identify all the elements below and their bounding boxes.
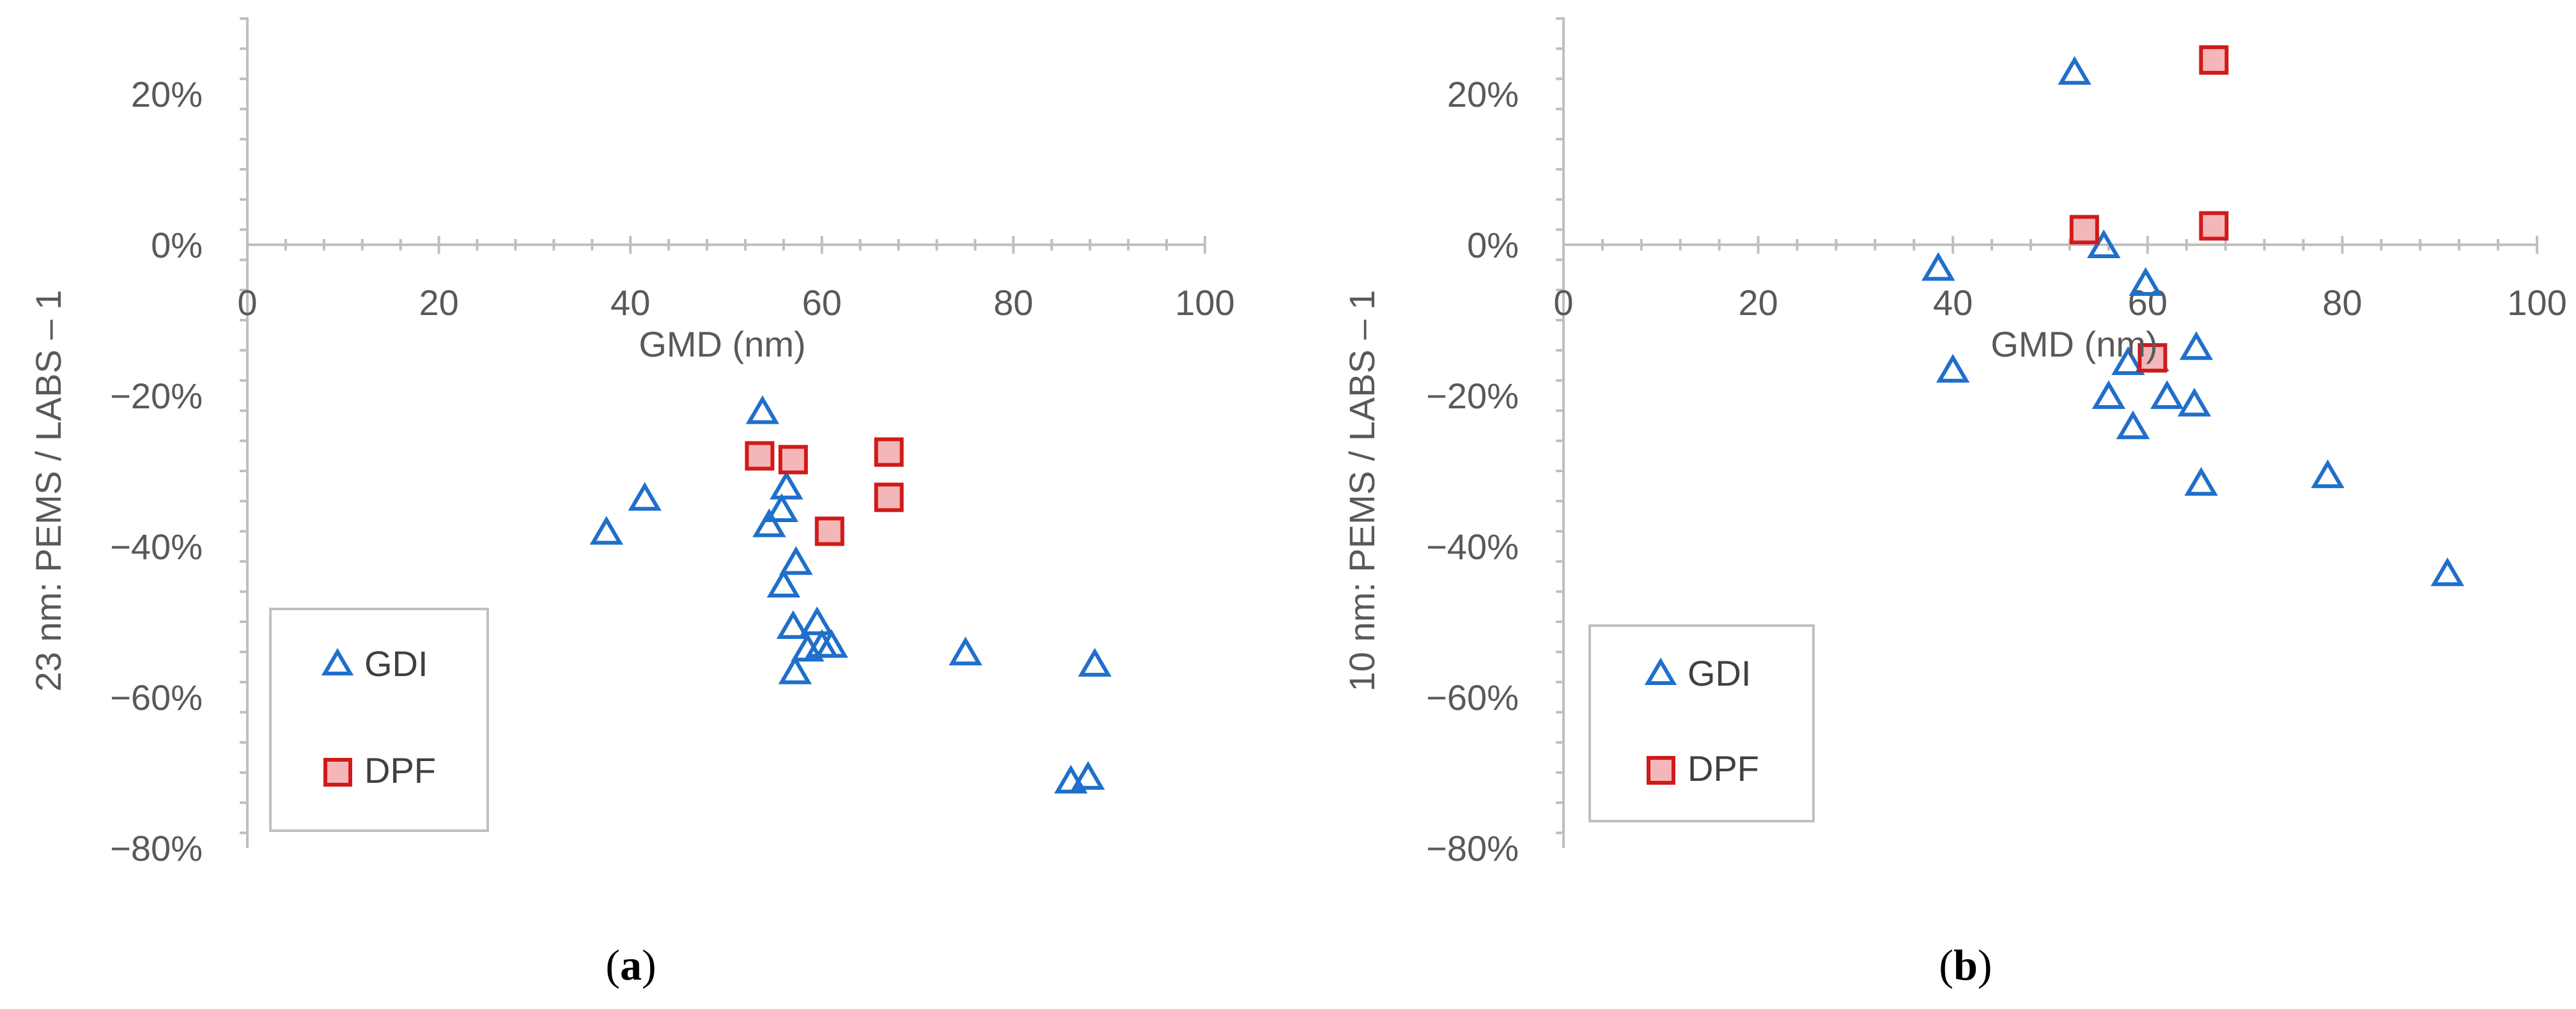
chart-b-gdi-point	[1921, 252, 1955, 281]
chart-a-y-tick-label: 20%	[131, 74, 203, 114]
chart-a-gdi-point	[628, 482, 662, 511]
chart-a-y-tick-label: −60%	[110, 677, 203, 718]
chart-a-gdi-point	[766, 569, 801, 597]
chart-a-gdi-point	[745, 395, 780, 424]
chart-b-x-tick-label: 40	[1933, 282, 1973, 323]
chart-a-gdi-point	[800, 606, 834, 635]
chart-panel-b: 20%0%−20%−40%−60%−80%0 20 40 60 80 100 GMD (n…	[1342, 17, 2567, 989]
chart-a-gdi-point	[752, 508, 786, 537]
chart-b-legend-dpf-label: DPF	[1688, 748, 1759, 789]
chart-a-marks	[589, 395, 1112, 794]
chart-panel-a: 20% 0% −20% −40% −60% −80% 0 20 40 60 80 100 GMD (n…	[28, 17, 1235, 989]
panel-a-caption-letter: a	[620, 941, 642, 989]
chart-a-x-axis-title: GMD (nm)	[639, 324, 805, 364]
chart-b-dpf-point	[2138, 343, 2168, 373]
chart-a-dpf-point	[778, 445, 808, 475]
chart-a-gdi-point	[589, 516, 623, 545]
chart-a-y-tick-label: −80%	[110, 828, 203, 868]
chart-b-y-tick-label: 20%	[1447, 74, 1519, 114]
chart-b-legend-gdi-label: GDI	[1688, 653, 1751, 693]
chart-b-gdi-point	[2116, 410, 2150, 440]
chart-b-x-axis-title: GMD (nm)	[1990, 324, 2157, 364]
chart-a-gdi-point	[778, 655, 812, 684]
chart-a-x-tick-label: 100	[1175, 282, 1234, 323]
legend-triangle-icon	[1644, 658, 1677, 685]
panel-b-caption: (b)	[1939, 941, 1992, 989]
chart-b-axes: 20%0%−20%−40%−60%−80%0 20 40 60 80 100	[1426, 17, 2567, 868]
chart-a-x-tick-label: 0	[237, 282, 257, 323]
legend-square-icon	[323, 758, 352, 787]
chart-b-y-tick-label: −40%	[1426, 527, 1519, 567]
chart-b-legend: GDI DPF	[1588, 624, 1815, 822]
chart-a-gdi-point	[779, 546, 813, 575]
chart-b-gdi-point	[2177, 387, 2212, 417]
chart-b-x-tick-label: 0	[1553, 282, 1573, 323]
chart-a-y-tick-label: −40%	[110, 527, 203, 567]
chart-b-gdi-point	[2430, 557, 2465, 587]
chart-b-y-tick-label: −60%	[1426, 677, 1519, 718]
chart-b-gdi-point	[2184, 466, 2218, 496]
chart-b-x-tick-label: 20	[1738, 282, 1778, 323]
chart-a-dpf-point	[814, 516, 844, 546]
chart-a-gdi-point	[770, 470, 803, 500]
chart-a-dpf-point	[874, 437, 904, 467]
chart-b-gdi-point	[2311, 459, 2345, 488]
chart-a-x-tick-label: 20	[419, 282, 458, 323]
chart-a-legend-dpf-label: DPF	[364, 750, 436, 790]
chart-b-dpf-point	[2069, 215, 2099, 245]
chart-a-gdi-point	[949, 636, 982, 666]
chart-a-legend-box	[269, 608, 489, 832]
chart-b-gdi-point	[2150, 380, 2184, 409]
panel-b-caption-letter: b	[1953, 941, 1978, 989]
chart-b-gdi-point	[2179, 331, 2214, 360]
chart-a-y-axis-title: 23 nm: PEMS / LABS – 1	[28, 290, 68, 692]
chart-a-y-tick-label: 0%	[151, 225, 203, 265]
chart-a-gdi-point	[1078, 647, 1112, 677]
chart-b-gdi-point	[2058, 56, 2091, 85]
chart-b-gdi-point	[2091, 380, 2126, 409]
chart-a-gdi-point	[776, 610, 811, 639]
chart-a-dpf-point	[745, 441, 775, 471]
chart-a-axes: 20% 0% −20% −40% −60% −80% 0 20 40 60 80 100	[110, 17, 1235, 868]
chart-b-y-tick-label: −80%	[1426, 828, 1519, 868]
chart-b-marks	[1921, 45, 2465, 587]
chart-a-gdi-point	[1071, 760, 1105, 790]
chart-a-legend-gdi-label: GDI	[364, 643, 428, 684]
legend-triangle-icon	[321, 648, 354, 675]
chart-a-x-tick-label: 60	[802, 282, 842, 323]
chart-b-y-tick-label: −20%	[1426, 376, 1519, 416]
chart-a-x-tick-label: 40	[610, 282, 650, 323]
chart-a-x-tick-label: 80	[993, 282, 1033, 323]
chart-b-legend-box	[1588, 624, 1815, 822]
chart-b-x-tick-label: 80	[2322, 282, 2362, 323]
legend-square-icon	[1647, 756, 1675, 785]
chart-b-dpf-point	[2199, 211, 2229, 241]
chart-a-gdi-point	[814, 629, 849, 658]
chart-b-y-axis-title: 10 nm: PEMS / LABS – 1	[1342, 290, 1382, 692]
chart-a-legend: GDI DPF	[269, 608, 489, 832]
chart-a-y-tick-label: −20%	[110, 376, 203, 416]
chart-b-gdi-point	[1936, 353, 1970, 383]
chart-a-dpf-point	[874, 482, 904, 512]
chart-b-y-tick-label: 0%	[1467, 225, 1519, 265]
chart-b-x-tick-label: 100	[2507, 282, 2566, 323]
chart-b-gdi-point	[2129, 267, 2162, 296]
chart-a-gdi-point	[764, 493, 799, 522]
chart-b-gdi-point	[2111, 346, 2145, 375]
chart-b-gdi-point	[2087, 229, 2121, 258]
panel-a-caption: (a)	[605, 941, 656, 989]
chart-b-dpf-point	[2199, 45, 2229, 75]
